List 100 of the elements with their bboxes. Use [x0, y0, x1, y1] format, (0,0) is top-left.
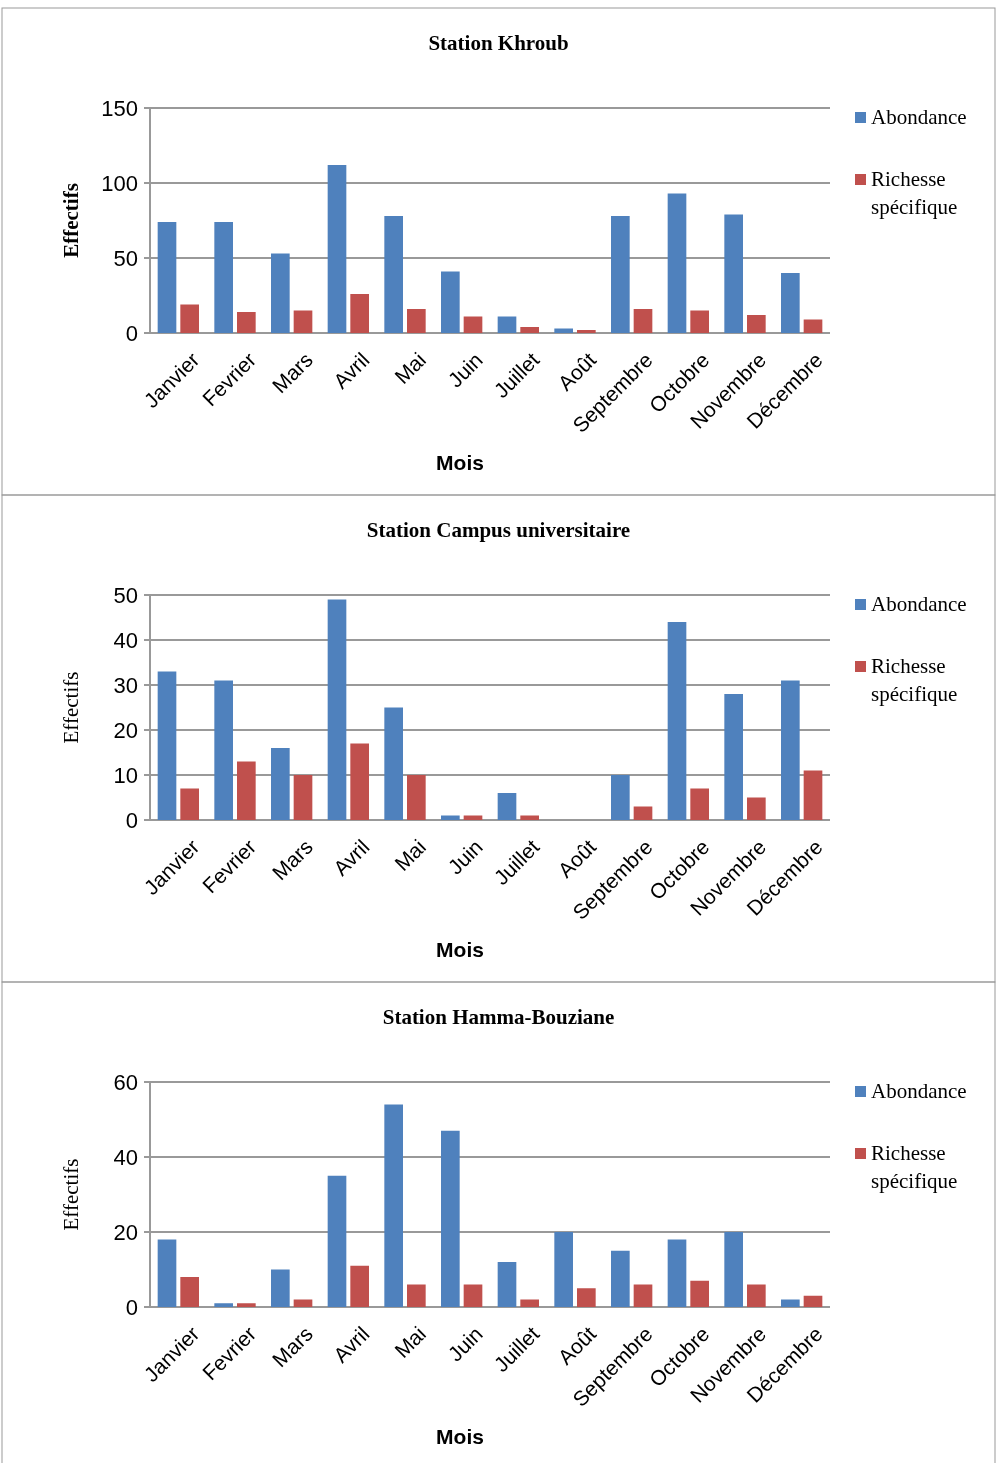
y-tick-label: 0 — [125, 320, 138, 346]
bar — [520, 1299, 539, 1307]
x-tick-label: Mai — [390, 834, 431, 876]
bar — [441, 815, 460, 820]
bar — [747, 797, 766, 820]
bar — [327, 1175, 347, 1307]
bar — [747, 315, 766, 333]
y-tick-label: 50 — [113, 245, 138, 271]
bar — [667, 1239, 687, 1307]
bar — [803, 1295, 823, 1307]
y-tick-label: 40 — [113, 627, 138, 653]
x-tick-label: Mai — [390, 347, 431, 389]
y-tick-label: 20 — [113, 717, 138, 743]
bar — [781, 680, 800, 820]
bar — [441, 271, 460, 333]
bar — [271, 1269, 290, 1307]
x-axis-title: Mois — [436, 451, 484, 474]
y-tick-label: 50 — [113, 582, 138, 608]
bar — [157, 1239, 177, 1307]
bar — [633, 309, 653, 333]
y-axis-title: Effectifs — [59, 671, 83, 744]
y-tick-label: 0 — [125, 807, 138, 833]
legend-label: Richesse spécifique — [871, 654, 958, 707]
bar — [384, 707, 403, 820]
bar — [327, 599, 347, 820]
bar — [497, 793, 517, 820]
bar — [407, 309, 426, 333]
bar — [520, 327, 539, 333]
bar — [463, 1284, 483, 1307]
bar — [293, 1299, 313, 1307]
bar — [724, 694, 743, 820]
bar — [724, 214, 743, 333]
bar — [497, 1262, 517, 1307]
y-tick-label: 60 — [113, 1069, 138, 1095]
y-tick-label: 30 — [113, 672, 138, 698]
chart-title: Station Khroub — [428, 31, 569, 55]
y-tick-label: 20 — [113, 1219, 138, 1245]
bar — [293, 775, 313, 820]
bar — [520, 815, 539, 820]
bar — [554, 1232, 573, 1307]
bar — [463, 316, 483, 333]
bar — [667, 193, 687, 333]
bar — [237, 1303, 256, 1307]
bar — [667, 622, 687, 820]
x-axis-title: Mois — [436, 938, 484, 961]
bar — [384, 216, 403, 333]
y-tick-label: 150 — [101, 95, 138, 121]
bar — [180, 304, 199, 333]
bar — [577, 330, 596, 333]
bar — [633, 806, 653, 820]
bar — [180, 1277, 199, 1307]
x-tick-label: Juin — [443, 347, 487, 392]
bar — [271, 748, 290, 820]
legend-label: Richesse spécifique — [871, 1141, 958, 1194]
legend-label: Abondance — [871, 592, 967, 617]
bar — [781, 1299, 800, 1307]
x-tick-label: Juin — [443, 834, 487, 879]
bar — [157, 222, 177, 333]
bar — [611, 216, 630, 333]
x-tick-label: Juin — [443, 1321, 487, 1366]
bar — [407, 775, 426, 820]
bar — [554, 328, 573, 333]
bar — [180, 788, 199, 820]
bar — [350, 294, 369, 333]
bar — [293, 310, 313, 333]
bar — [497, 316, 517, 333]
bar — [633, 1284, 653, 1307]
bar — [803, 319, 823, 333]
bar — [407, 1284, 426, 1307]
bar — [724, 1232, 743, 1307]
legend-label: Abondance — [871, 1079, 967, 1104]
bar — [781, 273, 800, 333]
y-axis-title: Effectifs — [59, 183, 83, 258]
y-tick-label: 10 — [113, 762, 138, 788]
bar — [747, 1284, 766, 1307]
bar — [350, 1265, 369, 1307]
y-tick-label: 0 — [125, 1294, 138, 1320]
legend-label: Richesse spécifique — [871, 167, 958, 220]
bar — [214, 680, 233, 820]
bar — [803, 770, 823, 820]
bar — [157, 671, 177, 820]
chart-title: Station Campus universitaire — [366, 518, 631, 542]
bar — [237, 312, 256, 333]
x-axis-title: Mois — [436, 1425, 484, 1448]
bar — [690, 788, 709, 820]
bar — [350, 743, 369, 820]
y-axis-title: Effectifs — [59, 1158, 83, 1231]
bar — [690, 1280, 709, 1307]
y-tick-label: 40 — [113, 1144, 138, 1170]
bar — [611, 1250, 630, 1307]
bar — [214, 222, 233, 333]
x-tick-label: Mai — [390, 1321, 431, 1363]
y-tick-label: 100 — [101, 170, 138, 196]
bar — [441, 1130, 460, 1307]
bar — [611, 775, 630, 820]
chart-title: Station Hamma-Bouziane — [382, 1005, 615, 1029]
bar — [214, 1303, 233, 1307]
bar — [577, 1288, 596, 1307]
legend-label: Abondance — [871, 105, 967, 130]
bar — [237, 761, 256, 820]
